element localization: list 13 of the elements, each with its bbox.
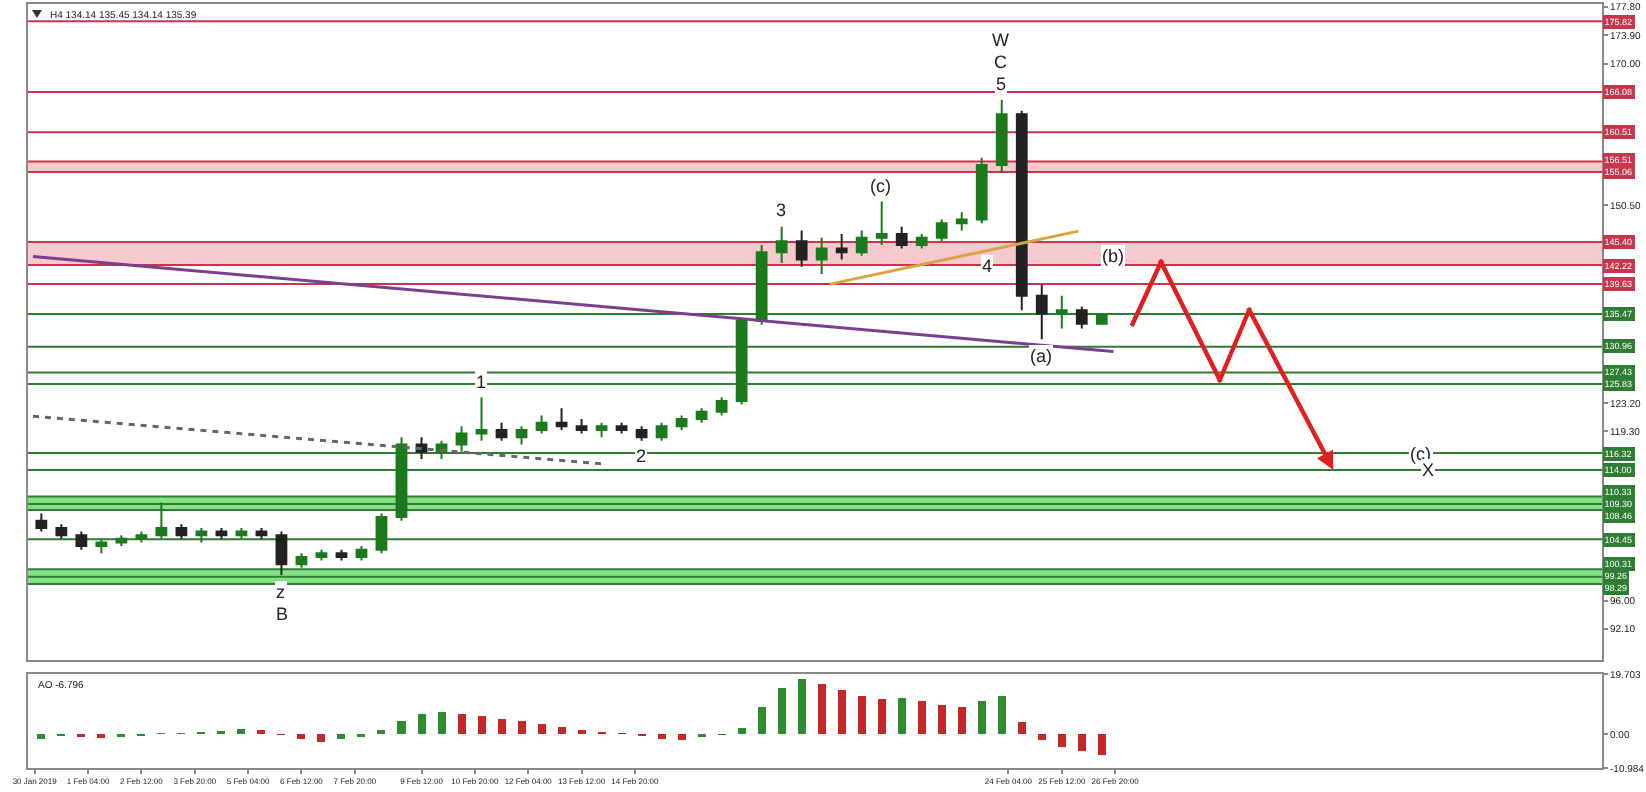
annotation: (c) bbox=[870, 176, 891, 196]
annotation: 4 bbox=[982, 256, 993, 276]
annotation: 2 bbox=[636, 446, 647, 466]
annotation: 3 bbox=[776, 200, 787, 220]
annotation: W bbox=[992, 30, 1010, 50]
annotation: (b) bbox=[1102, 246, 1124, 266]
annotation: 5 bbox=[996, 74, 1007, 94]
annotation: (a) bbox=[1030, 346, 1052, 366]
annotation: 1 bbox=[476, 372, 487, 392]
annotation: C bbox=[994, 52, 1008, 72]
annotation: B bbox=[276, 604, 289, 624]
annotation: X bbox=[1422, 460, 1435, 480]
annotation: z bbox=[276, 582, 286, 602]
